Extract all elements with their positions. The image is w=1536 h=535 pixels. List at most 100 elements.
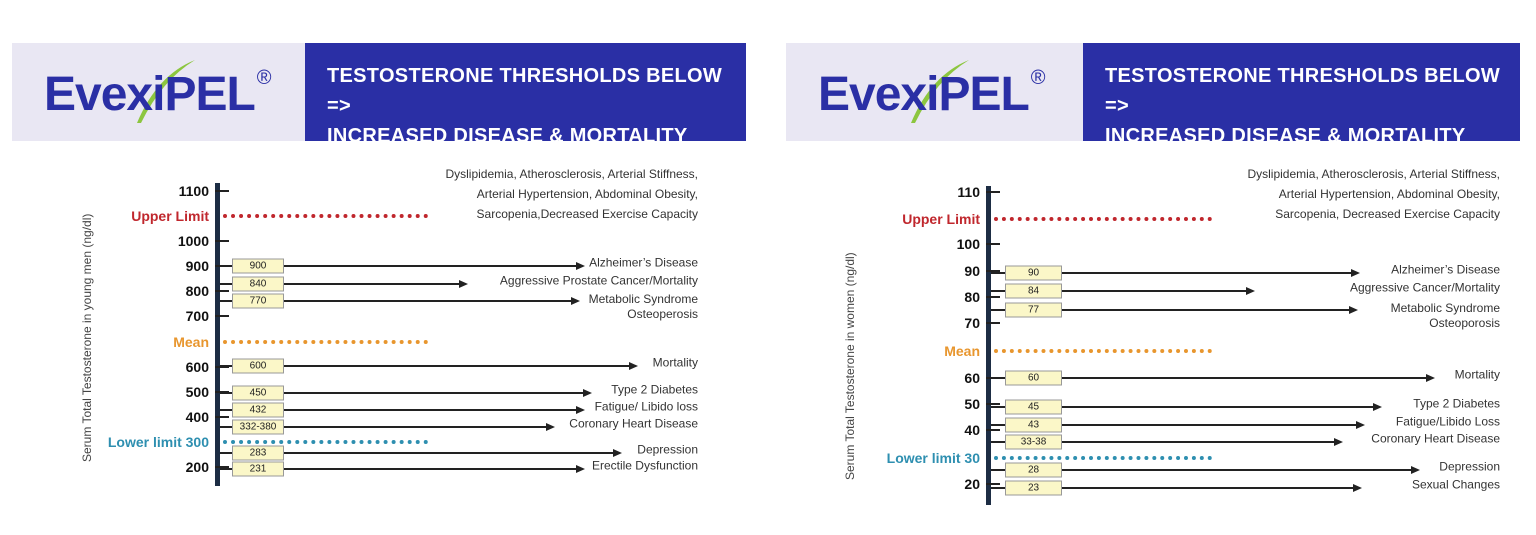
arrow-head-icon: [1246, 287, 1255, 295]
condition-label: Coronary Heart Disease: [1371, 431, 1500, 446]
tick-label: 400: [185, 409, 209, 425]
arrow-head-icon: [1411, 466, 1420, 474]
lower-limit-label: Lower limit 30: [886, 450, 980, 466]
arrow-head-icon: [576, 465, 585, 473]
threshold-line: [220, 409, 576, 411]
arrow-head-icon: [613, 449, 622, 457]
threshold-value-box: 840: [232, 276, 284, 292]
lower-limit-dotted-line: [994, 456, 1212, 460]
tick-label: 100: [956, 236, 980, 252]
y-axis-line: [986, 186, 991, 505]
arrow-head-icon: [1373, 403, 1382, 411]
threshold-value-box: 45: [1005, 399, 1062, 415]
tick-label: 20: [964, 476, 980, 492]
mean-label: Mean: [173, 334, 209, 350]
condition-label: Depression: [637, 442, 698, 457]
threshold-value-box: 33-38: [1005, 434, 1062, 450]
logo-text: EvexiPEL: [818, 68, 1030, 121]
threshold-line: [991, 290, 1246, 292]
condition-label: Type 2 Diabetes: [611, 382, 698, 397]
condition-line: Arterial Hypertension, Abdominal Obesity…: [476, 187, 698, 201]
tick-mark: [986, 296, 1000, 298]
title-line-1: TESTOSTERONE THRESHOLDS BELOW =>: [327, 65, 723, 117]
threshold-line: [220, 265, 576, 267]
condition-line: Sarcopenia,Decreased Exercise Capacity: [476, 207, 698, 221]
tick-mark: [986, 322, 1000, 324]
threshold-value-box: 900: [232, 258, 284, 274]
arrow-head-icon: [459, 280, 468, 288]
condition-line: Sarcopenia, Decreased Exercise Capacity: [1275, 207, 1500, 221]
threshold-value-box: 84: [1005, 283, 1062, 299]
tick-label: 1000: [177, 233, 209, 249]
threshold-line: [991, 406, 1373, 408]
threshold-line: [991, 272, 1351, 274]
tick-mark: [986, 403, 1000, 405]
tick-label: 80: [964, 289, 980, 305]
threshold-value-box: 283: [232, 445, 284, 461]
threshold-value-box: 43: [1005, 417, 1062, 433]
condition-label: Aggressive Cancer/Mortality: [1349, 280, 1500, 295]
condition-label: Mortality: [1454, 367, 1500, 382]
logo-text: EvexiPEL: [44, 68, 256, 121]
tick-label: 1100: [178, 183, 209, 199]
threshold-value-box: 770: [232, 293, 284, 309]
arrow-head-icon: [1351, 269, 1360, 277]
condition-label: Metabolic Syndrome Osteoperosis: [588, 292, 698, 321]
threshold-line: [220, 392, 583, 394]
registered-mark: ®: [1030, 67, 1046, 89]
tick-mark: [215, 290, 229, 292]
threshold-line: [220, 365, 629, 367]
y-axis-line: [215, 183, 220, 486]
tick-mark: [215, 315, 229, 317]
threshold-value-box: 450: [232, 385, 284, 401]
condition-label: Fatigue/Libido Loss: [1395, 414, 1500, 429]
condition-label: Type 2 Diabetes: [1413, 396, 1500, 411]
upper-limit-label: Upper Limit: [902, 211, 980, 227]
upper-limit-label: Upper Limit: [131, 208, 209, 224]
condition-label: Metabolic Syndrome Osteoporosis: [1390, 301, 1500, 330]
tick-mark: [986, 483, 1000, 485]
upper-limit-dotted-line: [223, 214, 428, 218]
arrow-head-icon: [1426, 374, 1435, 382]
registered-mark: ®: [256, 67, 272, 89]
title-line-2: INCREASED DISEASE & MORTALITY: [1105, 125, 1466, 147]
title-banner: TESTOSTERONE THRESHOLDS BELOW => INCREASE…: [1083, 43, 1520, 147]
arrow-head-icon: [576, 262, 585, 270]
lower-limit-dotted-line: [223, 440, 428, 444]
tick-label: 70: [964, 315, 980, 331]
tick-label: 500: [185, 384, 209, 400]
threshold-line: [220, 300, 571, 302]
threshold-line: [220, 283, 459, 285]
tick-mark: [215, 366, 229, 368]
mean-label: Mean: [944, 343, 980, 359]
logo-box: EvexiPEL ®: [786, 43, 1083, 141]
threshold-value-box: 28: [1005, 462, 1062, 478]
condition-label: Sexual Changes: [1411, 477, 1500, 492]
arrow-head-icon: [1349, 306, 1358, 314]
condition-label: Fatigue/ Libido loss: [594, 399, 698, 414]
y-axis-label: Serum Total Testosterone in women (ng/dl…: [843, 252, 857, 480]
tick-mark: [986, 429, 1000, 431]
threshold-line: [220, 468, 576, 470]
lower-limit-label: Lower limit 300: [107, 434, 209, 450]
tick-label: 50: [964, 396, 980, 412]
arrow-head-icon: [1356, 421, 1365, 429]
tick-label: 40: [964, 422, 980, 438]
arrow-head-icon: [571, 297, 580, 305]
tick-label: 800: [185, 283, 209, 299]
condition-label: Erectile Dysfunction: [591, 458, 698, 473]
threshold-line: [991, 424, 1356, 426]
arrow-head-icon: [583, 389, 592, 397]
swoosh-icon: [137, 60, 195, 123]
title-line-2: INCREASED DISEASE & MORTALITY: [327, 125, 688, 147]
tick-mark: [986, 243, 1000, 245]
condition-line: Arterial Hypertension, Abdominal Obesity…: [1278, 187, 1500, 201]
threshold-line: [991, 441, 1334, 443]
threshold-line: [991, 487, 1353, 489]
threshold-value-box: 600: [232, 358, 284, 374]
tick-mark: [215, 190, 229, 192]
threshold-line: [991, 377, 1426, 379]
arrow-head-icon: [576, 406, 585, 414]
threshold-value-box: 90: [1005, 265, 1062, 281]
tick-label: 700: [185, 308, 209, 324]
